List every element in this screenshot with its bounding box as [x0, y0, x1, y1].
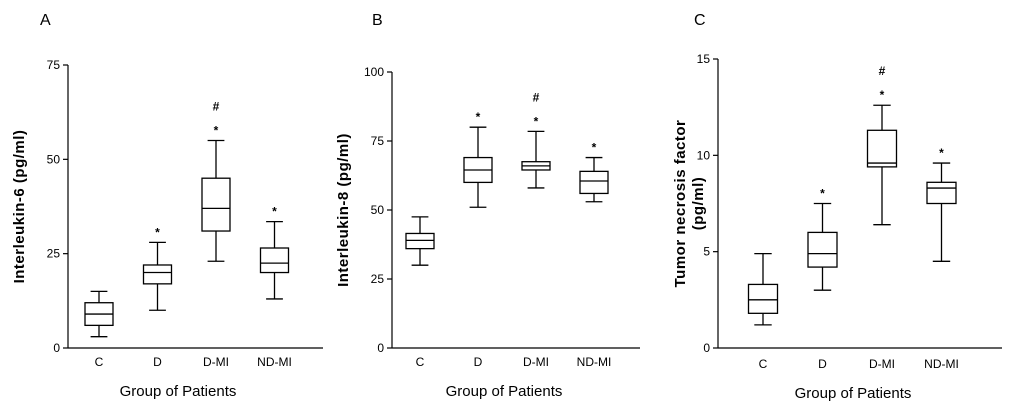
chart-panel-a: A 0 25 50 75 Interleukin-6 (pg/ml) Group of Pa… [11, 12, 323, 400]
y-tick-label: 25 [371, 272, 385, 286]
box-d: *D [142, 225, 173, 369]
y-tick-label: 100 [364, 65, 384, 79]
asterisk-marker: * [592, 141, 597, 155]
category-label: C [416, 355, 425, 369]
category-label: ND-MI [577, 355, 612, 369]
box-d: *D [463, 110, 493, 369]
category-label: ND-MI [257, 355, 292, 369]
box-nd-mi: * ND-MI [924, 146, 959, 371]
category-label: D [153, 355, 162, 369]
box-c: C [747, 252, 779, 371]
y-axis-label-line: (pg/ml) [690, 177, 707, 231]
box-d-mi: * # D-MI [201, 99, 231, 369]
y-tick-label: 5 [703, 245, 710, 259]
iqr-box [201, 177, 231, 232]
category-label: D-MI [523, 355, 549, 369]
category-label: D [474, 355, 483, 369]
asterisk-marker: * [214, 123, 219, 137]
box-d-mi: * # D-MI [521, 90, 551, 369]
box-c: C [405, 216, 435, 369]
y-axis-label: Tumor necrosis factor(pg/ml) [672, 120, 707, 288]
asterisk-marker: * [939, 146, 944, 160]
iqr-box [259, 247, 290, 274]
asterisk-marker: * [272, 205, 277, 219]
hash-marker: # [213, 99, 220, 113]
iqr-box [579, 170, 609, 195]
x-axis-label: Group of Patients [120, 383, 237, 400]
y-tick-label: 0 [703, 341, 710, 355]
x-axis-label: Group of Patients [446, 383, 563, 400]
category-label: C [95, 355, 104, 369]
iqr-box [926, 181, 957, 205]
iqr-box [142, 264, 173, 285]
panel-label: B [372, 12, 383, 29]
y-tick-label: 75 [371, 134, 385, 148]
y-tick-label: 0 [377, 341, 384, 355]
panel-label: A [40, 12, 51, 29]
y-tick-label: 75 [47, 58, 61, 72]
box-nd-mi: * ND-MI [257, 205, 292, 369]
category-label: C [759, 357, 768, 371]
chart-panel-c: C 0 5 10 15 Tumor necrosis factor(pg/ml) Group… [672, 12, 1002, 402]
x-axis-label: Group of Patients [795, 385, 912, 402]
y-tick-label: 10 [697, 148, 711, 162]
y-axis-label-line: Tumor necrosis factor [672, 120, 689, 288]
panel-label: C [694, 12, 706, 29]
y-axis-label: Interleukin-6 (pg/ml) [11, 130, 28, 284]
category-label: ND-MI [924, 357, 959, 371]
iqr-box [866, 129, 898, 168]
y-axis-label: Interleukin-8 (pg/ml) [335, 133, 352, 287]
chart-panel-b: B 0 25 50 75 100 Interleukin-8 (pg/ml) Group of… [335, 12, 640, 400]
y-tick-label: 50 [47, 152, 61, 166]
asterisk-marker: * [820, 187, 825, 201]
y-tick-label: 50 [371, 203, 385, 217]
box-d-mi: * # D-MI [866, 64, 898, 371]
category-label: D [818, 357, 827, 371]
box-c: C [84, 290, 114, 369]
y-tick-label: 15 [697, 52, 711, 66]
y-tick-label: 0 [53, 341, 60, 355]
iqr-box [405, 232, 435, 250]
hash-marker: # [533, 90, 540, 104]
category-label: D-MI [203, 355, 229, 369]
category-label: D-MI [869, 357, 895, 371]
hash-marker: # [879, 64, 886, 78]
box-nd-mi: * ND-MI [577, 141, 612, 369]
asterisk-marker: * [155, 225, 160, 239]
asterisk-marker: * [880, 88, 885, 102]
y-tick-label: 25 [47, 247, 61, 261]
iqr-box [747, 283, 779, 314]
asterisk-marker: * [534, 114, 539, 128]
iqr-box [807, 231, 838, 268]
box-d: *D [807, 187, 838, 371]
asterisk-marker: * [476, 110, 481, 124]
